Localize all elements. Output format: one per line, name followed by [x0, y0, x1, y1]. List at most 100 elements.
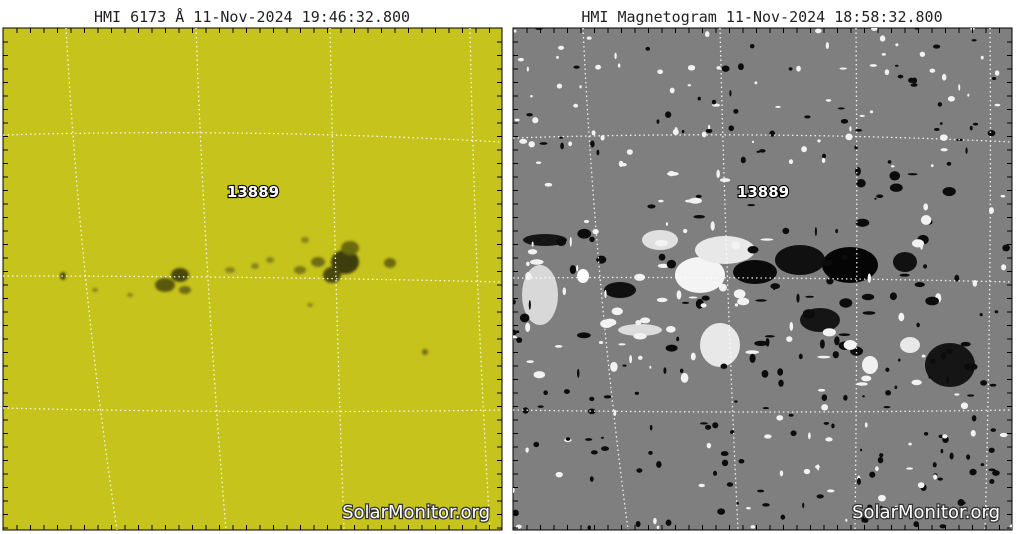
magnetic-element [994, 70, 1000, 76]
magnetic-element [889, 183, 903, 192]
magnetic-element [869, 64, 878, 67]
panel-title: HMI 6173 Å 11-Nov-2024 19:46:32.800 [94, 7, 410, 26]
magnetic-element [516, 330, 520, 334]
magnetic-element [698, 483, 705, 488]
magnetic-element [699, 422, 708, 425]
magnetic-element [576, 265, 579, 272]
magnetic-element [562, 287, 567, 296]
magnetic-element [988, 468, 996, 472]
magnetic-element [898, 312, 905, 322]
magnetic-element [825, 42, 829, 49]
magnetic-element [946, 161, 952, 166]
magnetic-element [958, 84, 961, 91]
magnetic-element [760, 238, 774, 241]
magnetic-element [821, 157, 826, 164]
magnetic-element [989, 383, 997, 387]
magnetic-element [992, 517, 999, 522]
watermark: SolarMonitor.org [342, 502, 490, 523]
magnetic-element [980, 463, 985, 467]
magnetic-element [894, 64, 899, 67]
magnetic-element [539, 142, 548, 145]
magnetic-element [637, 355, 643, 360]
magnetic-element [554, 344, 563, 348]
magnetic-element [634, 391, 640, 395]
magnetic-element [656, 525, 660, 530]
magnetic-element [780, 514, 786, 520]
magnetic-element [994, 310, 999, 314]
magnetic-element [804, 115, 811, 119]
magnetic-element [822, 328, 836, 337]
magnetic-element [716, 169, 720, 179]
magnetic-element [867, 273, 871, 283]
magnetic-element [796, 293, 800, 303]
magnetic-element [527, 249, 538, 255]
magnetic-element [757, 489, 765, 493]
magnetic-element [614, 52, 617, 60]
magnetic-element [635, 320, 642, 326]
magnetic-element [816, 464, 820, 471]
magnetic-element [747, 245, 759, 254]
magnetic-element [705, 128, 713, 134]
magnetic-element [821, 153, 827, 159]
magnetic-element [991, 76, 997, 81]
magnetic-element [626, 149, 633, 155]
magnetic-element [666, 326, 676, 333]
magnetic-element [568, 141, 573, 147]
magnetic-element [835, 228, 838, 234]
magnetic-element [769, 130, 776, 137]
magnetic-element [861, 375, 872, 382]
magnetic-element [862, 395, 865, 398]
magnetic-element [907, 173, 918, 176]
magnetic-element [777, 368, 784, 376]
magnetic-element [656, 119, 660, 124]
magnetic-element [532, 117, 539, 124]
magnetic-element [782, 227, 790, 235]
magnetic-element [601, 446, 609, 451]
magnetic-element [529, 259, 544, 265]
magnetic-element [751, 140, 755, 144]
magnetic-element [788, 413, 794, 417]
magnetic-element [939, 134, 948, 141]
magnetic-element [779, 470, 784, 477]
magnetic-element [838, 333, 851, 336]
magnetic-element [969, 125, 973, 131]
magnetic-element [908, 442, 912, 446]
magnetic-element [712, 422, 719, 429]
magnetic-element [916, 322, 920, 328]
magnetic-element [814, 226, 817, 237]
magnetic-element [933, 474, 938, 480]
magnetic-element [656, 297, 668, 303]
magnetic-element [544, 182, 553, 187]
magnetic-element [750, 525, 756, 529]
magnetic-element [656, 460, 662, 468]
magnetic-element [738, 458, 745, 464]
magnetic-element [945, 376, 950, 384]
magnetic-element [911, 379, 922, 386]
magnetic-element [611, 307, 623, 316]
magnetic-element [530, 95, 533, 98]
magnetic-element [733, 289, 746, 299]
magnetic-element [773, 190, 785, 197]
magnetic-element [695, 194, 702, 198]
magnetic-element [591, 130, 596, 136]
magnetic-element [648, 450, 653, 455]
magnetic-element [687, 64, 696, 71]
magnetic-element [654, 239, 669, 247]
magnetic-element [704, 274, 708, 278]
magnetic-element [860, 448, 863, 452]
magnetic-element [879, 505, 883, 510]
magnetic-element [825, 437, 833, 442]
magnetic-element [765, 338, 770, 347]
magnetic-element [706, 442, 712, 449]
magnetic-element [731, 240, 741, 250]
magnetic-element [897, 74, 904, 79]
magnetic-element [754, 340, 768, 346]
magnetic-element [884, 69, 890, 76]
magnetic-element [618, 343, 626, 346]
magnetic-element [802, 309, 816, 319]
magnetic-element [559, 136, 564, 139]
magnetic-element [864, 422, 868, 428]
magnetic-element [718, 283, 727, 292]
magnetic-element [726, 482, 734, 487]
magnetic-element [971, 415, 977, 422]
